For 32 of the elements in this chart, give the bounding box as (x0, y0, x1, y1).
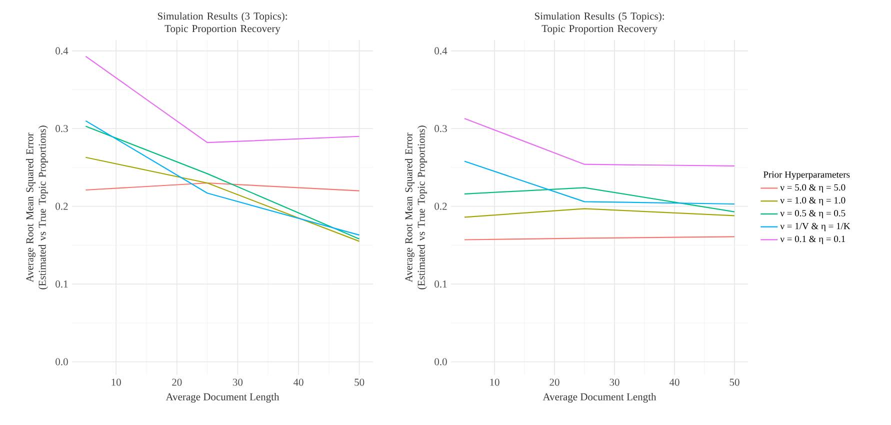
chart-title: Simulation Results (3 Topics): Topic Proportion Recovery (158, 12, 287, 34)
legend-title: Prior Hyperparameters (763, 171, 850, 180)
y-tick-label: 0.3 (434, 125, 447, 132)
y-tick-label: 0.2 (56, 202, 68, 210)
y-tick-label: 0.2 (434, 202, 447, 210)
x-tick-label: 10 (490, 378, 500, 386)
legend-label: ν = 0.1 & η = 0.1 (780, 236, 845, 244)
x-tick-label: 50 (354, 378, 364, 386)
y-tick-label: 0.0 (434, 358, 447, 366)
x-axis-title: Average Document Length (166, 392, 280, 403)
y-axis-title: Average Root Mean Squared Error (Estimated vs True Topic Proportions) (26, 126, 48, 290)
legend-label: ν = 0.5 & η = 0.5 (780, 210, 846, 218)
x-tick-label: 50 (730, 378, 740, 386)
x-tick-label: 30 (610, 378, 620, 386)
y-tick-label: 0.4 (56, 47, 68, 54)
legend-label: ν = 1/V & η = 1/K (780, 222, 850, 232)
y-tick-label: 0.4 (434, 47, 448, 54)
y-tick-label: 0.3 (56, 125, 68, 132)
y-tick-label: 0.1 (434, 280, 447, 288)
y-tick-label: 0.0 (56, 358, 68, 366)
legend-label: ν = 5.0 & η = 5.0 (780, 184, 846, 193)
x-tick-label: 20 (172, 378, 182, 386)
chart-title: Simulation Results (5 Topics): Topic Proportion Recovery (534, 12, 664, 34)
x-tick-label: 30 (232, 378, 243, 386)
y-tick-label: 0.1 (56, 280, 68, 288)
y-axis-title: Average Root Mean Squared Error (Estimated vs True Topic Proportions) (404, 126, 427, 290)
x-tick-label: 40 (293, 378, 304, 386)
x-tick-label: 10 (112, 378, 121, 386)
legend-label: ν = 1.0 & η = 1.0 (780, 197, 846, 206)
x-tick-label: 20 (550, 378, 560, 386)
x-tick-label: 40 (669, 378, 680, 386)
x-axis-title: Average Document Length (542, 392, 656, 403)
